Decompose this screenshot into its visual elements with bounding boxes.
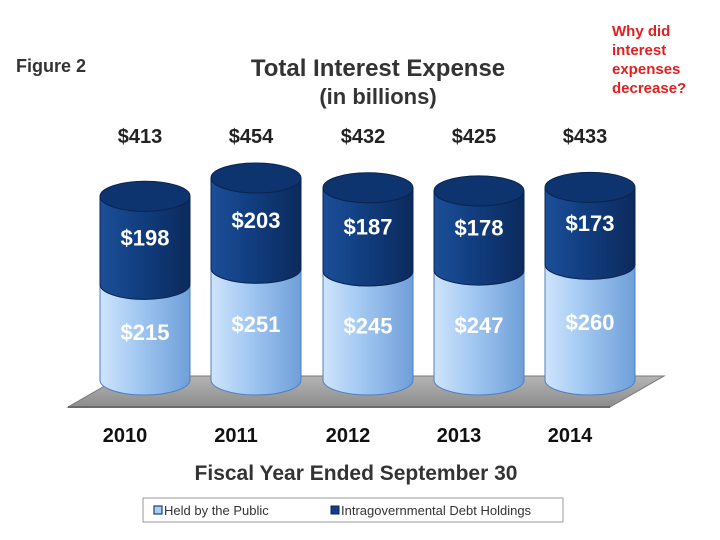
question-line-2: interest [612,42,666,59]
legend-label-public: Held by the Public [164,503,269,518]
label-intragov-2011: $203 [232,208,281,233]
legend-label-intragov: Intragovernmental Debt Holdings [341,503,532,518]
label-intragov-2013: $178 [455,215,504,240]
legend-swatch-public [153,505,163,515]
question-line-3: expenses [612,61,680,78]
x-tick-2012: 2012 [326,425,371,447]
totals-group: $413 $454 $432 $425 $433 [118,126,608,148]
chart-subtitle: (in billions) [319,84,436,109]
x-tick-2013: 2013 [437,425,482,447]
bar-top-2012 [322,172,414,204]
question-line-4: decrease? [612,80,686,97]
total-2011: $454 [229,126,274,148]
bar-top-2011 [210,162,302,194]
x-tick-2014: 2014 [548,425,593,447]
total-2012: $432 [341,126,386,148]
x-tick-2011: 2011 [214,425,257,447]
bars-group: $215 $198 $251 $203 $245 $187 $247 $178 $260 $173 [99,162,636,396]
bar-top-2010 [99,180,191,212]
label-intragov-2014: $173 [566,211,615,236]
x-tick-2010: 2010 [103,425,148,447]
label-public-2012: $245 [344,313,393,338]
question-annotation: Why did interest expenses decrease? [612,23,686,97]
figure-label: Figure 2 [16,56,86,76]
legend-box [142,497,564,523]
total-2014: $433 [563,126,608,148]
x-axis-label: Fiscal Year Ended September 30 [195,462,518,485]
label-intragov-2010: $198 [121,225,170,250]
total-2010: $413 [118,126,163,148]
label-public-2014: $260 [566,310,615,335]
legend-swatch-intragov [330,505,340,515]
x-ticks-group: 2010 2011 2012 2013 2014 [103,425,593,447]
bar-top-2013 [433,175,525,207]
label-intragov-2012: $187 [344,214,393,239]
label-public-2011: $251 [232,312,281,337]
label-public-2010: $215 [121,320,170,345]
legend: Held by the Public Intragovernmental Deb… [142,497,564,523]
label-public-2013: $247 [455,313,504,338]
chart-title: Total Interest Expense [251,55,505,82]
total-2013: $425 [452,126,497,148]
bar-top-2014 [544,171,636,203]
question-line-1: Why did [612,23,670,40]
